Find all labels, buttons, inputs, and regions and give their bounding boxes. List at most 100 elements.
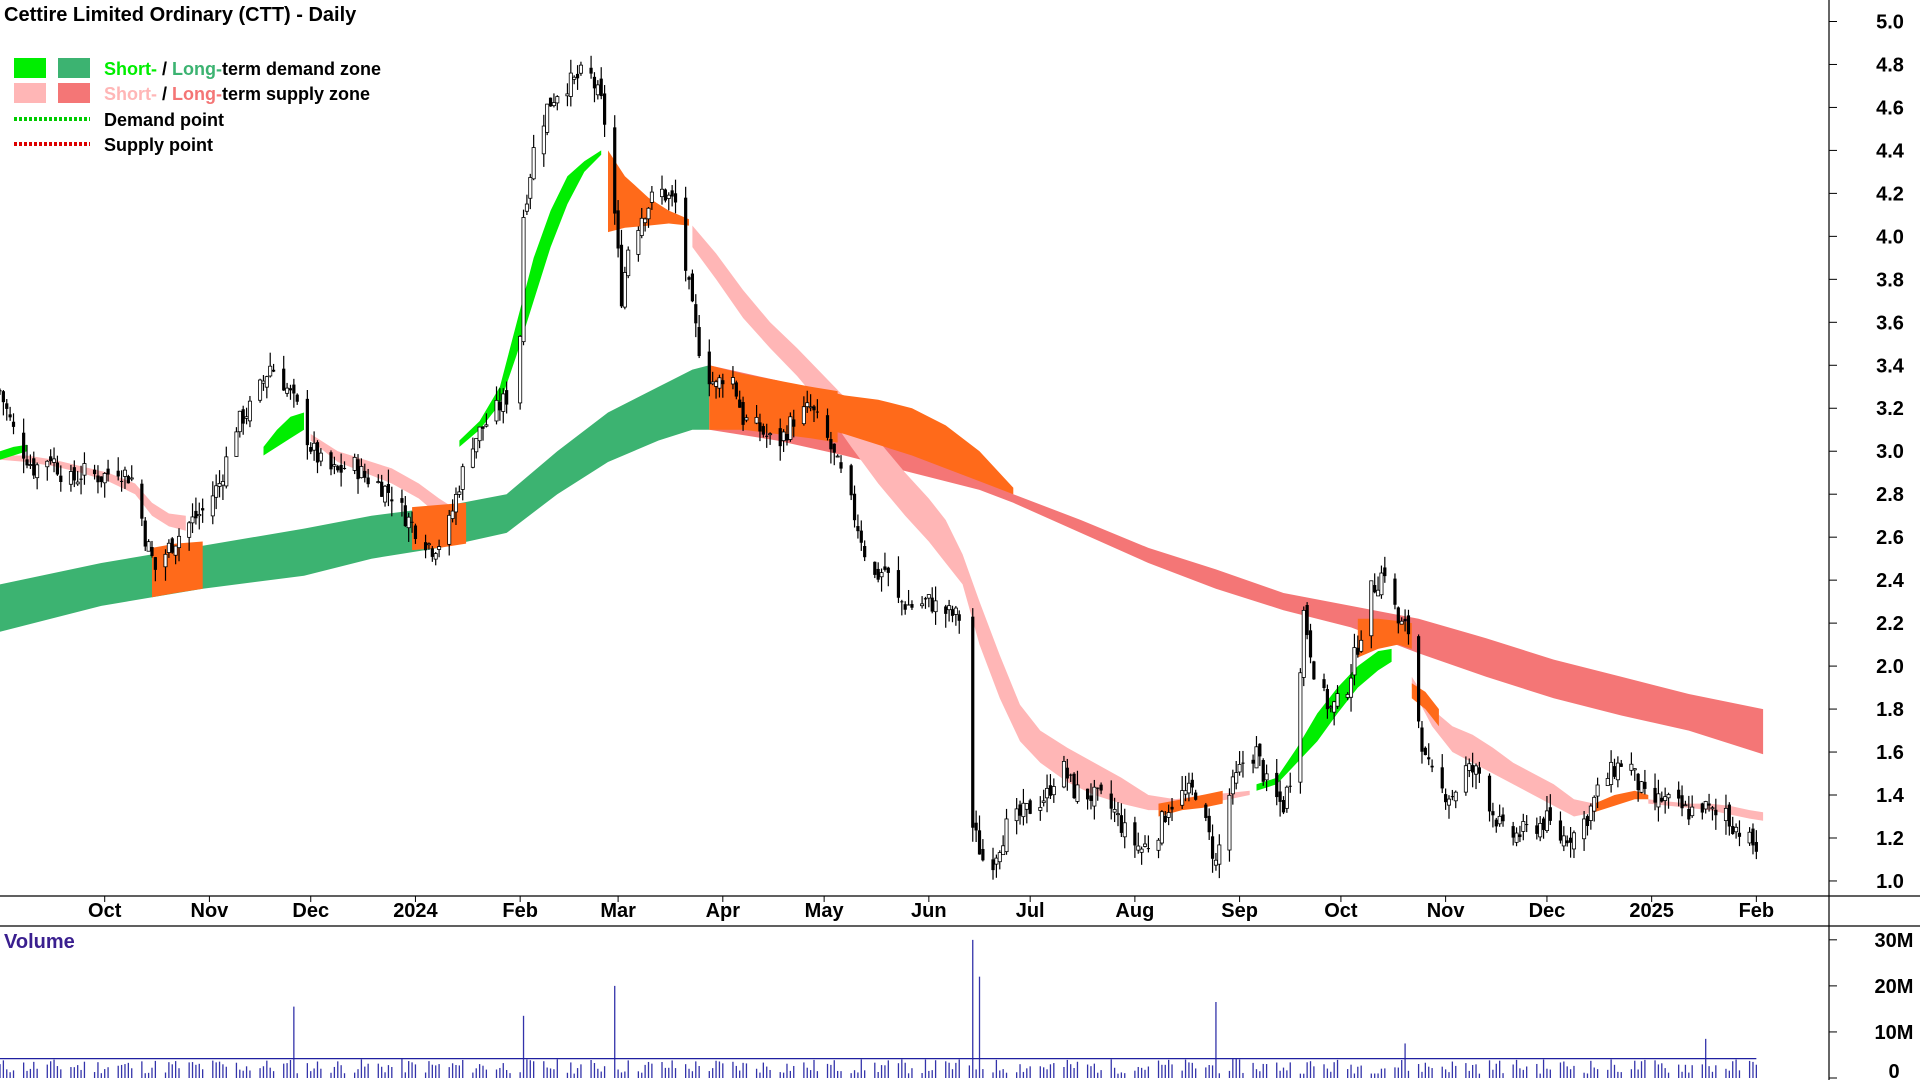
candle-up — [1156, 839, 1161, 851]
legend-supply-point-label: Supply point — [104, 135, 213, 155]
candle-down — [336, 466, 340, 471]
candle-down — [1085, 788, 1090, 800]
candle-down — [1403, 618, 1407, 622]
volume-tick-label: 20M — [1875, 976, 1914, 998]
candle-down — [92, 469, 97, 475]
candle-down — [575, 73, 580, 79]
candle-down — [1751, 828, 1755, 846]
candle-down — [981, 848, 985, 861]
candle-up — [1335, 693, 1340, 707]
candle-down — [1170, 806, 1174, 810]
price-tick-label: 3.8 — [1876, 269, 1904, 291]
candle-down — [1190, 779, 1194, 788]
short-term-supply-zone — [1648, 799, 1764, 821]
candle-down — [390, 499, 394, 502]
candle-down — [400, 498, 404, 503]
candle-up — [1186, 782, 1191, 794]
candle-up — [318, 452, 323, 462]
price-tick-label: 1.4 — [1876, 785, 1905, 807]
price-tick-label: 2.6 — [1876, 527, 1904, 549]
candle-down — [1440, 767, 1444, 789]
candle-down — [363, 470, 367, 478]
candle-up — [197, 514, 202, 517]
candle-up — [1284, 786, 1289, 809]
price-tick-label: 4.2 — [1876, 183, 1904, 205]
long-term-demand-zone — [0, 365, 710, 632]
candle-down — [778, 428, 782, 447]
candle-down — [832, 443, 836, 453]
candle-down — [957, 614, 961, 621]
candle-down — [386, 484, 391, 493]
candle-down — [589, 67, 593, 74]
candle-up — [1139, 848, 1144, 853]
candle-down — [0, 390, 2, 392]
volume-tick-label: 0 — [1888, 1061, 1899, 1080]
volume-layer — [0, 939, 1758, 1078]
candle-down — [1241, 762, 1245, 764]
candle-down — [1281, 800, 1286, 813]
candle-up — [1463, 765, 1468, 793]
time-tick-label: Oct — [1324, 900, 1358, 922]
price-tick-label: 2.2 — [1876, 613, 1904, 635]
candle-up — [1497, 815, 1502, 825]
candle-up — [210, 495, 215, 517]
candle-down — [792, 419, 796, 427]
candle-down — [1612, 766, 1617, 777]
candle-up — [75, 481, 80, 485]
candle-up — [1021, 802, 1026, 818]
candle-up — [808, 406, 813, 409]
candle-up — [224, 456, 229, 487]
candle-up — [1136, 845, 1141, 851]
candle-down — [602, 93, 607, 125]
candle-down — [1444, 794, 1448, 803]
candle-down — [11, 421, 16, 427]
candle-up — [639, 217, 644, 236]
candle-up — [754, 417, 759, 424]
candle-down — [815, 411, 819, 413]
candle-down — [309, 447, 313, 452]
time-tick-label: May — [805, 900, 845, 922]
candle-up — [1605, 778, 1610, 787]
candle-down — [498, 401, 502, 411]
candle-down — [241, 409, 245, 424]
candle-up — [244, 416, 249, 419]
candle-up — [1014, 808, 1019, 822]
legend-long-demand-swatch — [58, 58, 90, 78]
candle-down — [1568, 837, 1573, 843]
price-tick-label: 2.4 — [1876, 570, 1905, 592]
candle-down — [1491, 811, 1495, 816]
candle-up — [1230, 776, 1235, 795]
legend-long-supply-swatch — [58, 83, 90, 103]
candle-down — [859, 530, 863, 543]
candle-up — [426, 543, 431, 546]
candle-down — [1653, 787, 1657, 803]
candle-down — [55, 462, 60, 475]
candle-up — [1521, 821, 1526, 832]
candle-down — [977, 830, 982, 855]
candle-down — [430, 548, 434, 557]
candle-down — [991, 859, 995, 871]
candle-down — [690, 273, 695, 302]
time-tick-label: Feb — [502, 900, 538, 922]
candle-up — [1061, 760, 1066, 788]
volume-title: Volume — [4, 931, 75, 953]
candle-down — [673, 193, 678, 203]
candle-down — [1146, 848, 1150, 850]
short-term-supply-zone — [0, 455, 186, 531]
candle-up — [1588, 805, 1593, 821]
candle-up — [122, 469, 127, 477]
time-axis: Oct Nov Dec 2024 Feb Mar Apr May Jun Jul Aug Sep Oct… — [88, 896, 1774, 922]
candle-up — [285, 387, 290, 394]
candle-down — [1636, 773, 1640, 791]
candle-down — [1, 391, 5, 403]
candle-down — [1072, 773, 1076, 799]
candle-up — [835, 455, 840, 458]
candle-up — [1001, 845, 1006, 856]
candle-down — [1163, 815, 1167, 823]
price-tick-label: 1.6 — [1876, 742, 1904, 764]
candle-down — [849, 465, 853, 496]
zone-overlap — [1158, 790, 1223, 817]
candle-up — [1666, 794, 1671, 799]
candle-down — [49, 456, 53, 462]
candle-up — [568, 72, 573, 97]
